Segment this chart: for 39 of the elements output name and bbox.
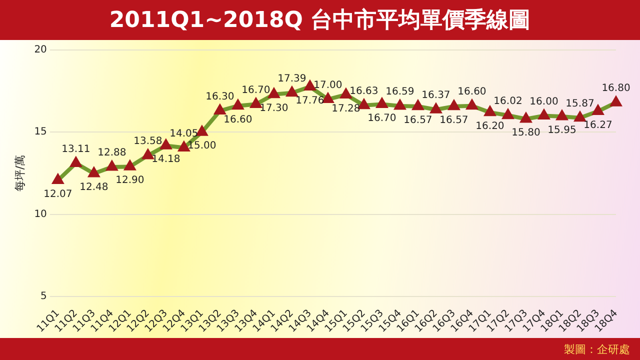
text: 16.27: [584, 120, 612, 131]
text: 16.63: [350, 86, 378, 97]
text: 17.76: [296, 95, 324, 106]
text: 16.60: [458, 86, 486, 98]
y-tick-label: 20: [34, 44, 47, 56]
text: 16.57: [440, 114, 468, 126]
text: 17.30: [260, 102, 288, 114]
y-tick-label: 15: [34, 126, 47, 138]
text: 16.70: [368, 112, 396, 124]
text: 17.00: [314, 80, 342, 91]
text: 15.95: [548, 125, 576, 136]
text: 16.59: [386, 86, 414, 98]
text: 12.90: [116, 175, 144, 186]
text: 14.18: [152, 154, 180, 166]
text: 15.80: [512, 128, 540, 139]
text: 16.20: [476, 121, 504, 132]
text: 16.37: [422, 90, 450, 102]
text: 12.48: [80, 182, 108, 194]
text: 17.39: [278, 73, 306, 84]
text: 16.60: [224, 114, 252, 126]
text: 13.11: [62, 144, 90, 155]
y-tick-label: 5: [40, 291, 47, 302]
text: 15.00: [188, 140, 216, 152]
text: 14.05: [170, 128, 198, 140]
text: 16.80: [602, 83, 630, 94]
text: 製圖：企研處: [564, 342, 630, 356]
text: 15.87: [566, 98, 594, 110]
text: 17.28: [332, 103, 360, 114]
text: 13.58: [134, 136, 162, 148]
chart-title: 2011Q1~2018Q 台中市平均單價季線圖: [109, 6, 531, 35]
text: 16.30: [206, 91, 234, 102]
text: 16.02: [494, 96, 522, 107]
text: 12.07: [44, 188, 72, 200]
y-tick-label: 10: [34, 208, 47, 220]
text: 16.00: [530, 96, 558, 108]
text: 12.88: [98, 148, 126, 159]
text: 16.57: [404, 114, 432, 126]
y-axis-title: 每坪/萬: [13, 154, 26, 192]
text: 16.70: [242, 84, 270, 96]
